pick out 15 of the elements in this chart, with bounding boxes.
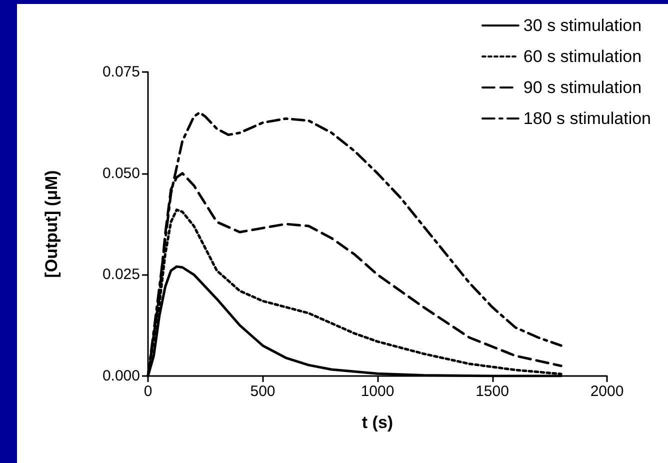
x-tick-label: 1000 bbox=[360, 383, 394, 400]
y-tick-label: 0.075 bbox=[102, 64, 140, 80]
legend-label: 90 s stimulation bbox=[523, 78, 642, 97]
x-tick-label: 500 bbox=[250, 383, 276, 400]
x-tick-label: 0 bbox=[144, 383, 152, 400]
y-tick-label: 0.000 bbox=[102, 368, 140, 384]
legend-label: 180 s stimulation bbox=[523, 109, 652, 128]
legend-label: 30 s stimulation bbox=[523, 16, 642, 35]
x-tick-label: 1500 bbox=[476, 383, 509, 400]
y-tick-label: 0.050 bbox=[102, 164, 140, 182]
x-tick-label: 2000 bbox=[590, 383, 624, 400]
x-axis-title: t (s) bbox=[362, 413, 394, 432]
y-axis-title: [Output] (μM) bbox=[42, 170, 61, 278]
legend-label: 60 s stimulation bbox=[523, 47, 642, 66]
y-tick-label: 0.025 bbox=[102, 266, 140, 284]
